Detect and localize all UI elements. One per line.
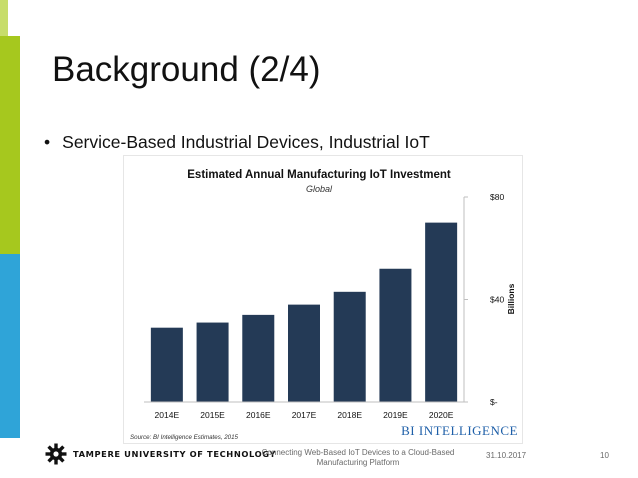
x-tick-label: 2014E bbox=[155, 410, 180, 420]
chart-title: Estimated Annual Manufacturing IoT Inves… bbox=[187, 169, 451, 181]
accent-bar-green bbox=[0, 36, 20, 254]
y-axis-label: Billions bbox=[506, 283, 516, 314]
x-tick-label: 2019E bbox=[383, 410, 408, 420]
bullet-text: Service-Based Industrial Devices, Indust… bbox=[62, 132, 430, 152]
x-tick-label: 2017E bbox=[292, 410, 317, 420]
bar-2015E bbox=[196, 322, 229, 402]
y-tick-label: $- bbox=[490, 397, 498, 407]
brand-logo-text: BI INTELLIGENCE bbox=[401, 423, 518, 438]
x-tick-label: 2015E bbox=[200, 410, 225, 420]
bar-2018E bbox=[333, 291, 366, 402]
x-tick-label: 2018E bbox=[337, 410, 362, 420]
chart-svg: Estimated Annual Manufacturing IoT Inves… bbox=[130, 169, 518, 441]
bar-2020E bbox=[425, 222, 458, 402]
accent-bar-top bbox=[0, 0, 8, 36]
footer-title-line-2: Manufacturing Platform bbox=[316, 458, 400, 467]
chart-subtitle: Global bbox=[306, 184, 333, 194]
page-number: 10 bbox=[600, 451, 609, 460]
bar-2019E bbox=[379, 268, 412, 402]
bullet-item: • Service-Based Industrial Devices, Indu… bbox=[44, 132, 430, 153]
bar-2017E bbox=[288, 304, 320, 402]
x-tick-label: 2020E bbox=[429, 410, 454, 420]
bullet-marker: • bbox=[44, 132, 51, 152]
y-tick-label: $40 bbox=[490, 295, 504, 305]
bar-2016E bbox=[242, 314, 275, 402]
accent-bar-blue bbox=[0, 254, 20, 438]
bar-2014E bbox=[150, 327, 183, 402]
footer-title-line-1: Connecting Web-Based IoT Devices to a Cl… bbox=[261, 448, 455, 457]
gear-icon bbox=[45, 443, 67, 465]
footer-date: 31.10.2017 bbox=[486, 451, 527, 460]
chart-container: Estimated Annual Manufacturing IoT Inves… bbox=[123, 155, 523, 444]
slide-title: Background (2/4) bbox=[52, 50, 321, 89]
footer-presentation-title: Connecting Web-Based IoT Devices to a Cl… bbox=[255, 448, 461, 468]
x-tick-label: 2016E bbox=[246, 410, 271, 420]
chart-source: Source: BI Intelligence Estimates, 2015 bbox=[130, 434, 239, 441]
y-tick-label: $80 bbox=[490, 192, 504, 202]
university-name: TAMPERE UNIVERSITY OF TECHNOLOGY bbox=[73, 449, 277, 459]
university-logo: TAMPERE UNIVERSITY OF TECHNOLOGY bbox=[45, 443, 276, 465]
